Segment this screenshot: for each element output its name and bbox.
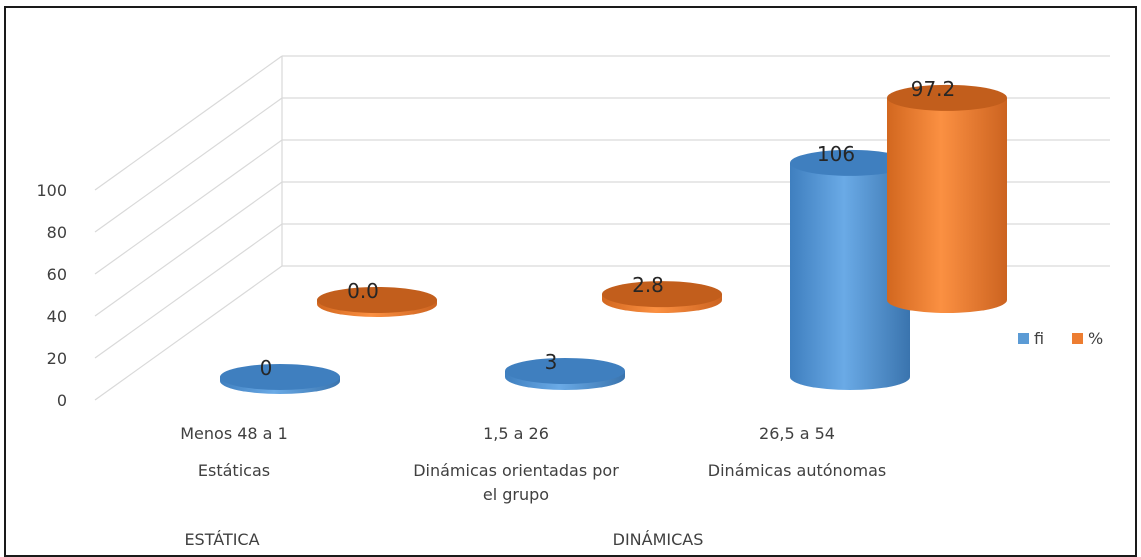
gridline-diag-4	[94, 97, 283, 233]
cylinder-top	[220, 364, 340, 390]
cylinder-top	[505, 357, 625, 384]
gridline-diag-3	[94, 139, 283, 275]
bar-fi-0	[220, 364, 340, 394]
category-type-label: Estáticas	[198, 461, 270, 480]
category-type-label-cont: el grupo	[483, 485, 549, 504]
category-range-label: 1,5 a 26	[483, 424, 549, 443]
cylinder-top	[790, 149, 910, 176]
y-tick-label: 80	[47, 223, 67, 242]
chart-frame	[4, 6, 1137, 557]
data-label-%-0: 0.0	[347, 279, 379, 303]
gridline-diag-0	[94, 265, 283, 401]
data-label-%-1: 2.8	[632, 273, 664, 297]
gridline-diag-2	[94, 181, 283, 317]
category-range-label: 26,5 a 54	[759, 424, 835, 443]
bar-%-2	[887, 84, 1007, 313]
legend-swatch-fi	[1018, 333, 1029, 344]
y-axis: 0 20 40 60 80 100	[36, 181, 67, 410]
legend-label-%: %	[1088, 329, 1103, 348]
cylinder-body	[790, 162, 910, 390]
category-labels: Menos 48 a 1 Estáticas 1,5 a 26 Dinámicas o…	[180, 424, 886, 549]
data-labels: 0 3 106 0.0 2.8 97.2	[260, 77, 956, 380]
data-label-fi-1: 3	[545, 350, 558, 374]
y-tick-label: 20	[47, 349, 67, 368]
data-label-%-2: 97.2	[911, 77, 956, 101]
gridline-diag-5	[94, 55, 283, 191]
cylinder-body	[887, 97, 1007, 313]
legend: fi%	[1018, 329, 1103, 348]
category-type-label: Dinámicas autónomas	[708, 461, 886, 480]
cylinder-top	[887, 84, 1007, 111]
bar-fi-1	[505, 357, 625, 390]
y-tick-label: 0	[57, 391, 67, 410]
legend-label-fi: fi	[1034, 329, 1044, 348]
bar-%-1	[602, 281, 722, 313]
gridline-diag-1	[94, 223, 283, 359]
legend-swatch-%	[1072, 333, 1083, 344]
y-tick-label: 100	[36, 181, 67, 200]
group-label-estatica: ESTÁTICA	[184, 530, 259, 549]
bar-%-0	[317, 287, 437, 317]
bar-fi-2	[790, 149, 910, 390]
category-range-label: Menos 48 a 1	[180, 424, 288, 443]
bars	[220, 84, 1007, 394]
data-label-fi-2: 106	[817, 142, 855, 166]
data-label-fi-0: 0	[260, 356, 273, 380]
cylinder-top	[317, 287, 437, 313]
y-tick-label: 60	[47, 265, 67, 284]
cylinder-top	[602, 281, 722, 308]
y-tick-label: 40	[47, 307, 67, 326]
group-label-dinamicas: DINÁMICAS	[613, 530, 704, 549]
category-type-label: Dinámicas orientadas por	[413, 461, 619, 480]
